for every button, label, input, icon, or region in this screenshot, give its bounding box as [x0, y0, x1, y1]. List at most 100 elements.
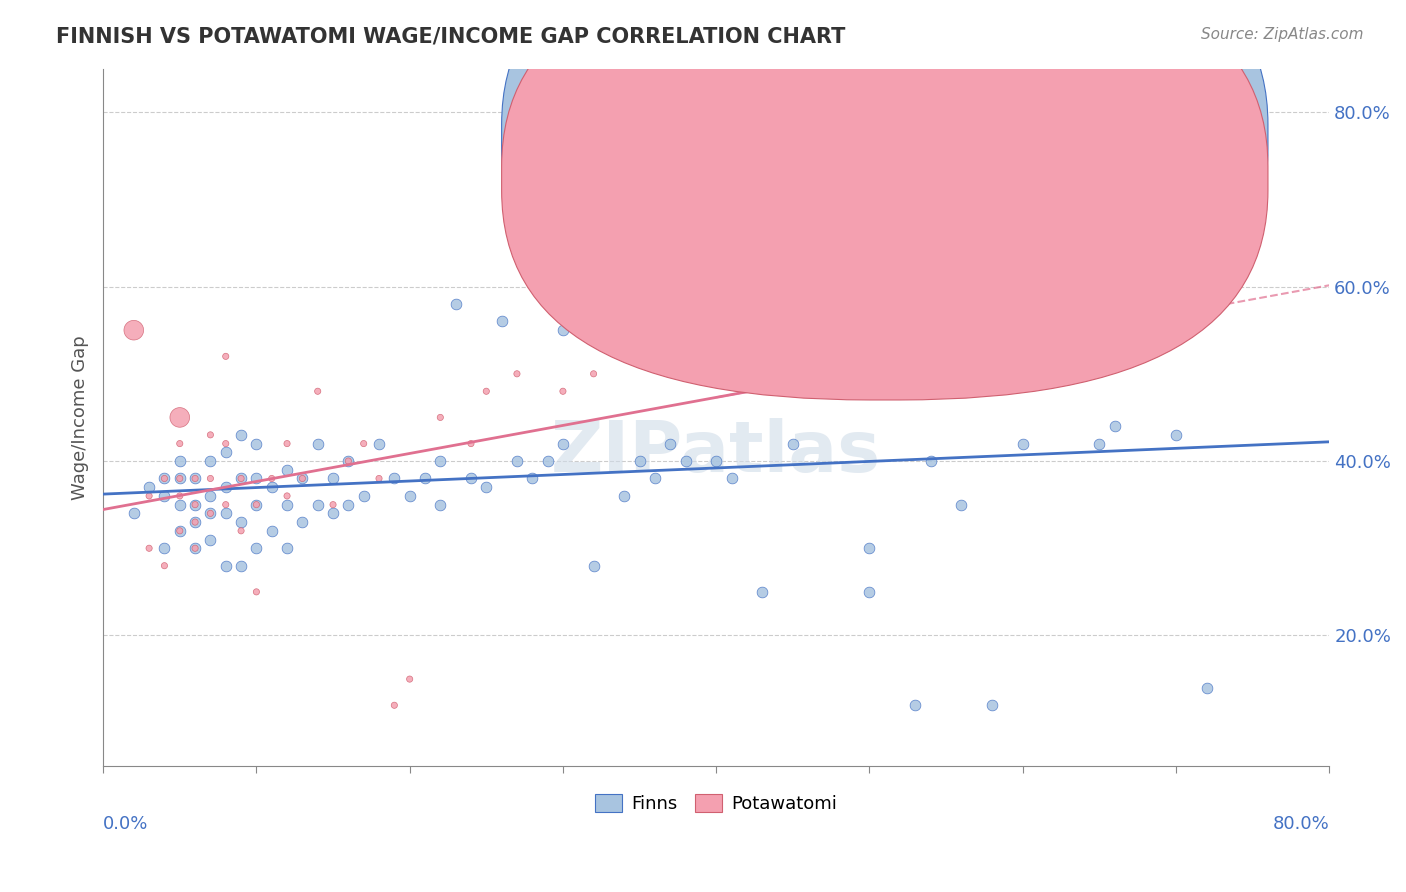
Point	[858, 541, 880, 556]
Point	[522, 471, 544, 485]
Point	[551, 436, 574, 450]
Point	[720, 471, 742, 485]
Text: 80.0%: 80.0%	[1272, 815, 1329, 833]
Text: 0.0%: 0.0%	[103, 815, 149, 833]
Point	[229, 558, 252, 573]
Point	[215, 498, 238, 512]
Point	[245, 471, 267, 485]
Point	[551, 384, 574, 399]
Point	[215, 558, 238, 573]
Point	[659, 436, 682, 450]
Y-axis label: Wage/Income Gap: Wage/Income Gap	[72, 335, 89, 500]
Point	[138, 489, 160, 503]
Point	[215, 436, 238, 450]
Point	[920, 454, 942, 468]
Point	[291, 471, 314, 485]
Point	[184, 498, 207, 512]
Point	[184, 498, 207, 512]
Point	[245, 585, 267, 599]
Point	[291, 471, 314, 485]
Point	[322, 471, 344, 485]
Text: R = 0.187   N = 86: R = 0.187 N = 86	[912, 122, 1083, 140]
Point	[229, 471, 252, 485]
Point	[169, 410, 191, 425]
Point	[200, 507, 222, 521]
Point	[1088, 436, 1111, 450]
Point	[307, 498, 329, 512]
Point	[429, 410, 451, 425]
Point	[782, 436, 804, 450]
Point	[536, 454, 558, 468]
Point	[429, 498, 451, 512]
Point	[245, 541, 267, 556]
Point	[382, 471, 405, 485]
Point	[200, 428, 222, 442]
Point	[582, 558, 605, 573]
Point	[184, 541, 207, 556]
Point	[337, 454, 360, 468]
Point	[169, 471, 191, 485]
Point	[215, 445, 238, 459]
Point	[153, 471, 176, 485]
Point	[276, 436, 298, 450]
Point	[169, 524, 191, 538]
Point	[184, 471, 207, 485]
Point	[704, 323, 727, 337]
Point	[598, 297, 620, 311]
Text: FINNISH VS POTAWATOMI WAGE/INCOME GAP CORRELATION CHART: FINNISH VS POTAWATOMI WAGE/INCOME GAP CO…	[56, 27, 845, 46]
Point	[276, 541, 298, 556]
Point	[169, 436, 191, 450]
Point	[981, 698, 1004, 713]
Point	[229, 524, 252, 538]
Point	[813, 314, 835, 328]
Point	[215, 350, 238, 364]
Point	[184, 515, 207, 529]
Point	[858, 585, 880, 599]
Point	[398, 489, 420, 503]
Point	[200, 454, 222, 468]
Point	[322, 507, 344, 521]
Point	[276, 489, 298, 503]
Point	[491, 314, 513, 328]
Point	[276, 463, 298, 477]
Point	[1011, 436, 1033, 450]
Point	[475, 480, 498, 494]
Point	[644, 471, 666, 485]
Point	[184, 541, 207, 556]
Point	[276, 498, 298, 512]
Point	[997, 323, 1019, 337]
Point	[353, 489, 375, 503]
Point	[169, 471, 191, 485]
Point	[229, 471, 252, 485]
Point	[460, 471, 482, 485]
Point	[153, 489, 176, 503]
Point	[200, 489, 222, 503]
Point	[506, 454, 529, 468]
Point	[184, 471, 207, 485]
Point	[229, 428, 252, 442]
Text: Source: ZipAtlas.com: Source: ZipAtlas.com	[1201, 27, 1364, 42]
Point	[215, 507, 238, 521]
Point	[200, 507, 222, 521]
Point	[368, 436, 391, 450]
Point	[337, 454, 360, 468]
Point	[138, 480, 160, 494]
FancyBboxPatch shape	[502, 0, 1268, 358]
Point	[229, 515, 252, 529]
Point	[260, 471, 283, 485]
Point	[153, 558, 176, 573]
Point	[153, 541, 176, 556]
Point	[169, 498, 191, 512]
Point	[138, 541, 160, 556]
Point	[1011, 367, 1033, 381]
Point	[153, 471, 176, 485]
Point	[460, 436, 482, 450]
Point	[904, 698, 927, 713]
Point	[322, 498, 344, 512]
Point	[291, 515, 314, 529]
Point	[200, 533, 222, 547]
Point	[215, 480, 238, 494]
Point	[582, 367, 605, 381]
FancyBboxPatch shape	[839, 96, 1256, 208]
Point	[337, 498, 360, 512]
